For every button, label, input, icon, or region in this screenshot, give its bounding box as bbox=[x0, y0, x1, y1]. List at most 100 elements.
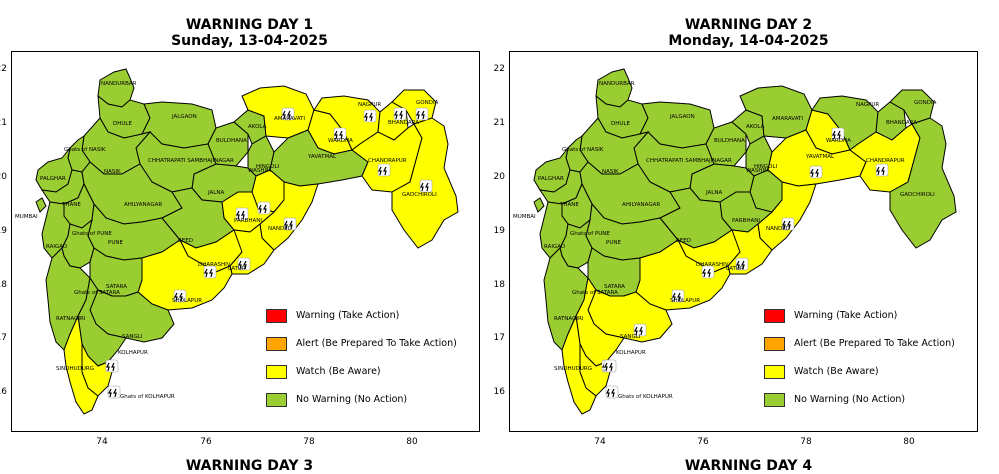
district-label: NAGPUR bbox=[358, 102, 382, 108]
district-label: Ghats of NASIK bbox=[562, 147, 604, 153]
map-panel-day1: WARNING DAY 1 Sunday, 13-04-2025 NANDURB… bbox=[0, 0, 499, 474]
district-label: GADCHIROLI bbox=[402, 192, 437, 198]
district-label: CHANDRAPUR bbox=[368, 158, 407, 164]
legend-swatch bbox=[266, 337, 287, 351]
legend-label: Watch (Be Aware) bbox=[794, 366, 879, 377]
district-label: PALGHAR bbox=[538, 176, 564, 182]
district-label: JALGAON bbox=[670, 114, 695, 120]
district-label: LATUR bbox=[228, 266, 246, 272]
district-label: Ghats of NASIK bbox=[64, 147, 106, 153]
district-label: NANDED bbox=[766, 226, 790, 232]
district-label: PALGHAR bbox=[40, 176, 66, 182]
district-label: HINGOLI bbox=[754, 164, 778, 170]
district-label: SATARA bbox=[106, 284, 127, 290]
district-label: YAVATMAL bbox=[806, 154, 835, 160]
district-label: JALGAON bbox=[172, 114, 197, 120]
district-label: Ghats of KOLHAPUR bbox=[120, 394, 175, 400]
thunderstorm-icon bbox=[671, 289, 685, 303]
district-label: WARDHA bbox=[328, 138, 353, 144]
maharashtra-map bbox=[533, 68, 957, 415]
thunderstorm-icon bbox=[283, 217, 297, 231]
next-panel-title: WARNING DAY 4 bbox=[684, 458, 813, 474]
thunderstorm-icon bbox=[735, 257, 749, 271]
district-label: WASHIM bbox=[248, 168, 271, 174]
next-panel-title: WARNING DAY 3 bbox=[185, 458, 314, 474]
y-tick-label: 21 bbox=[0, 118, 7, 128]
district-label: AMARAVATI bbox=[274, 116, 306, 122]
district-label: PARBHANI bbox=[732, 218, 760, 224]
legend-swatch bbox=[266, 309, 287, 323]
thunderstorm-icon bbox=[393, 107, 407, 121]
district-label: PARBHANI bbox=[234, 218, 262, 224]
district-label: RAIGAD bbox=[46, 244, 68, 250]
district-label: MUMBAI bbox=[15, 214, 38, 220]
district-label: GADCHIROLI bbox=[900, 192, 935, 198]
district-label: KOLHAPUR bbox=[616, 350, 646, 356]
district-label: BHANDARA bbox=[388, 120, 420, 126]
map-plot-area: NANDURBAR DHULE JALGAON AKOLA AMARAVATI NAGPU… bbox=[11, 51, 480, 432]
x-tick-label: 74 bbox=[96, 437, 108, 447]
y-tick-label: 18 bbox=[493, 280, 505, 290]
district-label: BHANDARA bbox=[886, 120, 918, 126]
y-tick-label: 20 bbox=[493, 172, 505, 182]
legend-label: Alert (Be Prepared To Take Action) bbox=[296, 338, 457, 349]
district-label: NASIK bbox=[104, 169, 121, 175]
district-label: WARDHA bbox=[826, 138, 851, 144]
legend-label: Warning (Take Action) bbox=[296, 310, 400, 321]
district-label: SANGLI bbox=[620, 334, 641, 340]
district-label: NANDURBAR bbox=[101, 81, 137, 87]
panel-subtitle: Monday, 14-04-2025 bbox=[668, 33, 829, 49]
district-label: NANDURBAR bbox=[599, 81, 635, 87]
district-label: AMARAVATI bbox=[772, 116, 804, 122]
district-label: GONDIA bbox=[914, 100, 937, 106]
thunderstorm-icon bbox=[363, 109, 377, 123]
thunderstorm-icon bbox=[237, 257, 251, 271]
district-label: RAIGAD bbox=[544, 244, 566, 250]
legend-label: No Warning (No Action) bbox=[296, 394, 408, 405]
map-panel-day2: WARNING DAY 2 Monday, 14-04-2025 NANDURB… bbox=[494, 0, 998, 474]
district-sholapur bbox=[137, 239, 233, 311]
thunderstorm-icon bbox=[107, 385, 121, 399]
thunderstorm-icon bbox=[203, 265, 217, 279]
district-label: THANE bbox=[62, 202, 81, 208]
y-tick-label: 20 bbox=[0, 172, 7, 182]
thunderstorm-icon bbox=[809, 165, 823, 179]
district-mumbai bbox=[533, 197, 545, 213]
x-tick-label: 78 bbox=[303, 437, 315, 447]
legend-label: Warning (Take Action) bbox=[794, 310, 898, 321]
panel-subtitle: Sunday, 13-04-2025 bbox=[171, 33, 328, 49]
y-tick-label: 18 bbox=[0, 280, 7, 290]
panel-title: WARNING DAY 2 bbox=[684, 17, 813, 33]
district-label: BULDHANA bbox=[714, 138, 745, 144]
thunderstorm-icon bbox=[377, 163, 391, 177]
district-sindhudurg bbox=[561, 314, 597, 415]
thunderstorm-icon bbox=[257, 201, 271, 215]
district-label: SINDHUDURG bbox=[554, 366, 592, 372]
district-label: Ghats of SATARA bbox=[74, 290, 120, 296]
thunderstorm-icon bbox=[415, 107, 429, 121]
legend-swatch bbox=[266, 393, 287, 407]
y-tick-label: 21 bbox=[493, 118, 505, 128]
district-label: NANDED bbox=[268, 226, 292, 232]
legend-swatch bbox=[764, 337, 785, 351]
district-label: AHILYANAGAR bbox=[124, 202, 163, 208]
district-mumbai bbox=[35, 197, 47, 213]
thunderstorm-icon bbox=[419, 179, 433, 193]
thunderstorm-icon bbox=[633, 323, 647, 337]
maharashtra-map bbox=[35, 68, 459, 415]
legend-label: Alert (Be Prepared To Take Action) bbox=[794, 338, 955, 349]
thunderstorm-icon bbox=[603, 359, 617, 373]
map-plot-area: NANDURBAR DHULE JALGAON AKOLA AMARAVATI NAGPU… bbox=[509, 51, 978, 432]
district-label: JALNA bbox=[208, 190, 225, 196]
thunderstorm-icon bbox=[701, 265, 715, 279]
district-label: BEED bbox=[178, 238, 193, 244]
district-label: AHILYANAGAR bbox=[622, 202, 661, 208]
legend-swatch bbox=[764, 309, 785, 323]
district-label: SATARA bbox=[604, 284, 625, 290]
x-tick-label: 80 bbox=[406, 437, 418, 447]
district-label: DHULE bbox=[611, 121, 630, 127]
district-label: AKOLA bbox=[248, 124, 267, 130]
thunderstorm-icon bbox=[333, 127, 347, 141]
district-label: BEED bbox=[676, 238, 691, 244]
y-tick-label: 16 bbox=[493, 387, 505, 397]
